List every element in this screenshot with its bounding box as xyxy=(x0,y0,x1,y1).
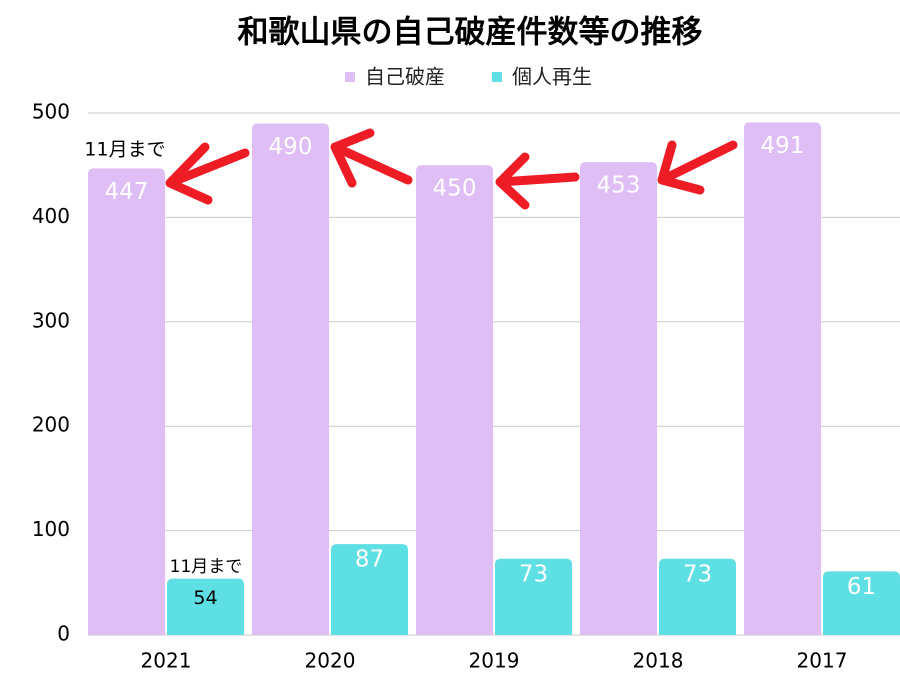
bar xyxy=(580,162,657,635)
chart-title: 和歌山県の自己破産件数等の推移 xyxy=(238,15,703,51)
bar xyxy=(659,558,736,635)
legend-label: 個人再生 xyxy=(512,65,592,89)
arrows xyxy=(165,128,738,210)
y-tick-label: 400 xyxy=(32,204,70,228)
arrow xyxy=(657,140,738,195)
x-tick-label: 2021 xyxy=(141,649,192,673)
y-tick-label: 200 xyxy=(32,413,70,437)
data-label: 447 xyxy=(105,179,149,205)
y-tick-label: 500 xyxy=(32,100,70,124)
data-label: 73 xyxy=(519,561,548,587)
x-tick-label: 2019 xyxy=(469,649,520,673)
bar xyxy=(167,578,244,635)
arrow xyxy=(495,152,580,210)
bar xyxy=(495,558,572,635)
annotation: 11月まで xyxy=(170,557,243,577)
data-label: 453 xyxy=(597,173,641,199)
y-tick-label: 300 xyxy=(32,308,70,332)
data-label: 61 xyxy=(847,574,876,600)
data-label: 450 xyxy=(433,176,477,202)
bars xyxy=(88,122,900,636)
y-tick-label: 100 xyxy=(32,517,70,541)
x-tick-label: 2017 xyxy=(797,649,848,673)
bar xyxy=(331,544,408,635)
x-tick-label: 2020 xyxy=(305,649,356,673)
annotation: 11月まで xyxy=(84,139,165,161)
data-label: 491 xyxy=(761,133,805,159)
data-label: 73 xyxy=(683,561,712,587)
bar xyxy=(823,571,900,635)
data-label: 54 xyxy=(193,587,217,609)
arrow xyxy=(330,128,413,188)
data-label: 87 xyxy=(355,547,384,573)
legend-swatch xyxy=(345,72,355,82)
arrow xyxy=(165,142,250,205)
legend-swatch xyxy=(492,72,502,82)
legend-label: 自己破産 xyxy=(365,65,445,89)
y-tick-label: 0 xyxy=(57,622,70,646)
bar xyxy=(744,122,821,636)
labels: 0 100 200 300 400 500 自己破産 個人再生 2021 447 54 2020 490… xyxy=(32,65,876,673)
bar xyxy=(88,168,165,635)
bar xyxy=(416,165,493,635)
data-label: 490 xyxy=(269,134,313,160)
x-tick-label: 2018 xyxy=(633,649,684,673)
bar xyxy=(252,123,329,635)
